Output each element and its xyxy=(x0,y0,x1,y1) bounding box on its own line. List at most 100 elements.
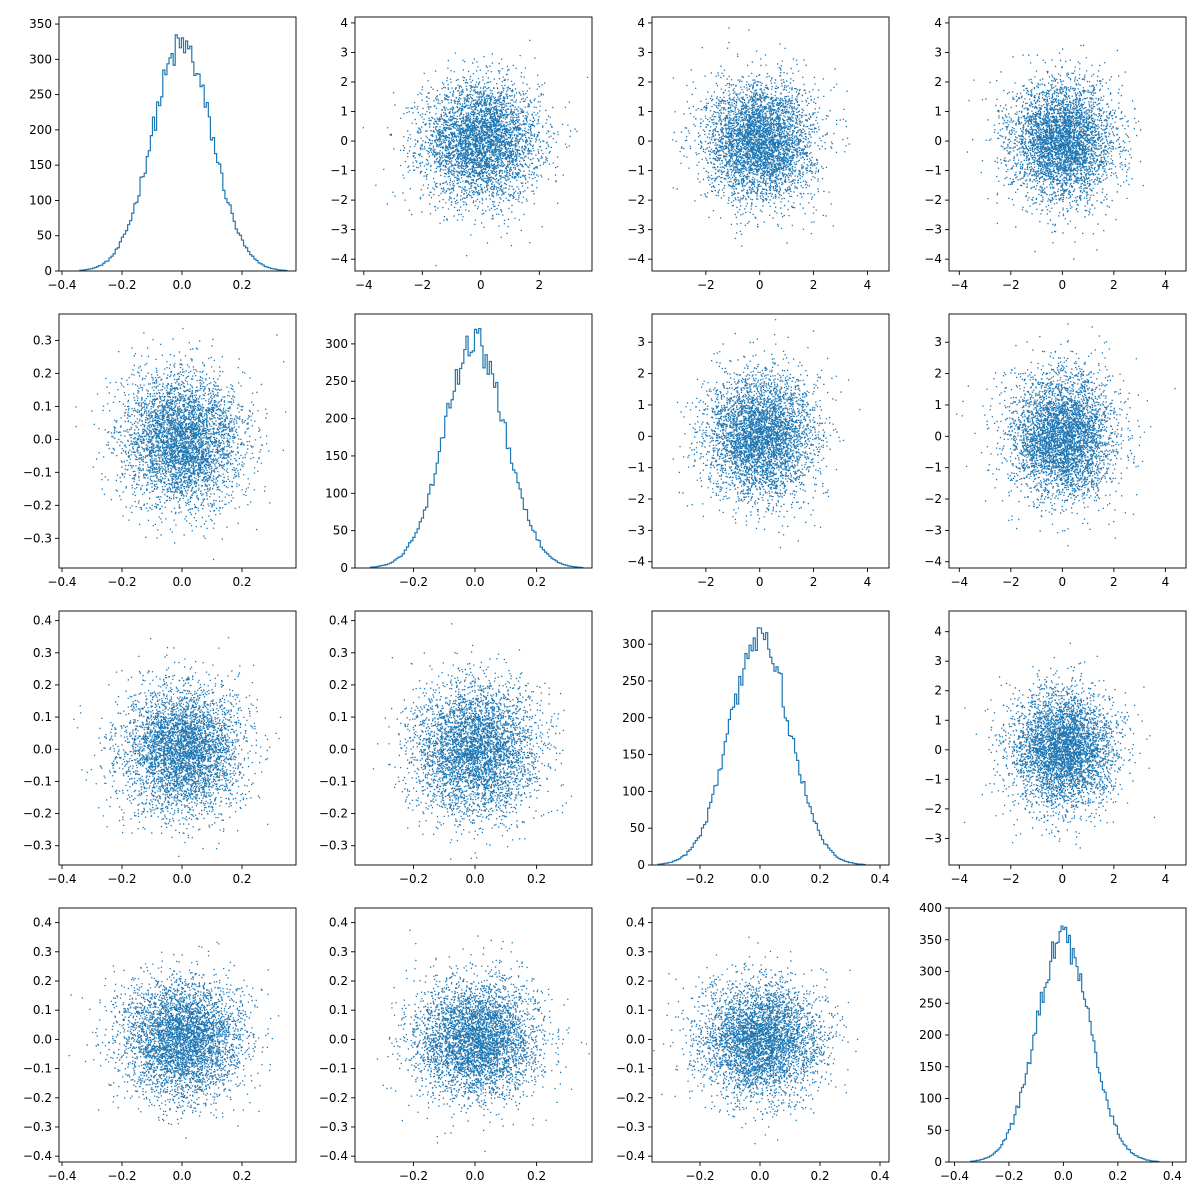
y-tick-label: 0 xyxy=(934,743,942,757)
y-tick-label: 0.0 xyxy=(329,1032,348,1046)
y-tick-label: 4 xyxy=(637,16,645,30)
y-tick-label: −0.3 xyxy=(616,1120,645,1134)
x-tick-label: 0 xyxy=(1059,278,1067,292)
scatter-points xyxy=(372,623,573,860)
plot-marks xyxy=(652,936,859,1145)
y-tick-label: 2 xyxy=(340,75,348,89)
y-tick-label: 0.4 xyxy=(33,614,52,628)
subplot-2-4: −4 −2 0 2 4 −4 −3 −2 −1 0 1 2 3 xyxy=(924,313,1187,589)
x-tick-label: 0 xyxy=(477,278,485,292)
y-tick-label: 4 xyxy=(934,16,942,30)
y-tick-label: −0.2 xyxy=(23,498,52,512)
y-tick-label: 0.2 xyxy=(33,974,52,988)
y-tick-label: 2 xyxy=(934,684,942,698)
histogram-steps xyxy=(369,327,584,568)
y-tick-label: 0.2 xyxy=(329,678,348,692)
y-tick-label: 0.0 xyxy=(33,432,52,446)
y-tick-label: 3 xyxy=(934,654,942,668)
y-tick-label: −4 xyxy=(627,555,645,569)
y-tick-label: 0.0 xyxy=(329,742,348,756)
x-tick-label: −4 xyxy=(355,278,373,292)
subplot-2-3: −2 0 2 4 −4 −3 −2 −1 0 1 2 3 xyxy=(627,313,890,589)
y-tick-label: 0 xyxy=(637,429,645,443)
histogram-steps xyxy=(79,34,288,271)
x-tick-label: 0.0 xyxy=(465,575,484,589)
scatter-points xyxy=(73,637,282,857)
x-tick-label: 2 xyxy=(810,278,818,292)
y-tick-label: 0.4 xyxy=(329,916,348,930)
axes-frame xyxy=(58,907,297,1163)
y-tick-label: −0.1 xyxy=(23,1062,52,1076)
y-tick-label: 200 xyxy=(622,711,645,725)
subplot-1-3: −2 0 2 4 −4 −3 −2 −1 0 1 2 3 4 xyxy=(627,16,890,292)
y-tick-label: −0.1 xyxy=(319,774,348,788)
plot-marks xyxy=(657,627,866,865)
plot-marks xyxy=(376,929,590,1152)
plot-marks xyxy=(956,323,1176,547)
y-tick-label: −3 xyxy=(627,523,645,537)
y-tick-label: 0 xyxy=(934,1155,942,1169)
y-tick-label: 0.2 xyxy=(329,974,348,988)
y-tick-label: 250 xyxy=(919,996,942,1010)
y-tick-label: 0 xyxy=(637,858,645,872)
x-tick-label: 0 xyxy=(756,278,764,292)
y-tick-label: 0.1 xyxy=(329,710,348,724)
axes-frame xyxy=(651,313,890,569)
x-tick-label: −0.4 xyxy=(47,1169,76,1183)
axes-frame xyxy=(354,610,593,866)
x-tick-label: −0.2 xyxy=(107,872,136,886)
y-tick-label: −2 xyxy=(627,193,645,207)
subplot-4-1: −0.4 −0.2 0.0 0.2 −0.4 −0.3 −0.2 −0.1 0.0 0.1 0.2 0… xyxy=(23,907,297,1183)
x-tick-label: 0.2 xyxy=(232,1169,251,1183)
axes-frame xyxy=(651,16,890,272)
y-tick-label: 0.4 xyxy=(626,916,645,930)
y-tick-label: 0 xyxy=(340,561,348,575)
plot-marks xyxy=(79,34,288,271)
subplot-3-3: −0.2 0.0 0.2 0.4 0 50 100 150 200 250 300 xyxy=(622,610,890,886)
axes-frame xyxy=(354,907,593,1163)
y-tick-label: 150 xyxy=(919,1060,942,1074)
x-tick-label: 0.4 xyxy=(1163,1169,1182,1183)
axes-frame xyxy=(948,16,1187,272)
x-tick-label: −0.2 xyxy=(107,575,136,589)
y-tick-label: 150 xyxy=(325,449,348,463)
plot-marks xyxy=(672,27,850,247)
y-tick-label: −0.2 xyxy=(319,807,348,821)
subplot-3-4: −4 −2 0 2 4 −3 −2 −1 0 1 2 3 4 xyxy=(924,610,1187,886)
y-tick-label: 150 xyxy=(622,748,645,762)
subplot-3-2: −0.2 0.0 0.2 −0.3 −0.2 −0.1 0.0 0.1 0.2 0.3 0.4 xyxy=(319,610,593,886)
plot-marks xyxy=(966,44,1144,260)
y-tick-label: −1 xyxy=(627,164,645,178)
x-tick-label: 0.2 xyxy=(232,872,251,886)
y-tick-label: 1 xyxy=(637,105,645,119)
y-tick-label: 3 xyxy=(340,45,348,59)
y-tick-label: 150 xyxy=(29,158,52,172)
x-tick-label: −0.2 xyxy=(994,1169,1023,1183)
y-tick-label: −3 xyxy=(924,523,942,537)
y-tick-label: 50 xyxy=(333,524,348,538)
x-tick-label: 0.0 xyxy=(172,278,191,292)
x-tick-label: −0.2 xyxy=(399,575,428,589)
y-tick-label: 0.1 xyxy=(33,710,52,724)
y-tick-label: −0.3 xyxy=(319,1120,348,1134)
plot-marks xyxy=(672,319,861,549)
y-tick-label: 0.2 xyxy=(33,366,52,380)
y-tick-label: 0 xyxy=(44,264,52,278)
axes-frame xyxy=(651,907,890,1163)
histogram-steps xyxy=(657,627,866,865)
x-tick-label: −4 xyxy=(950,278,968,292)
scatter-points xyxy=(672,319,861,549)
x-tick-label: −0.2 xyxy=(399,872,428,886)
y-tick-label: 300 xyxy=(29,52,52,66)
y-tick-label: 400 xyxy=(919,901,942,915)
y-tick-label: −0.1 xyxy=(23,774,52,788)
axes-frame xyxy=(58,16,297,272)
y-tick-label: 50 xyxy=(927,1123,942,1137)
plot-marks xyxy=(963,642,1156,849)
y-tick-label: 0.1 xyxy=(33,1003,52,1017)
y-tick-label: −1 xyxy=(924,461,942,475)
scatter-points xyxy=(652,936,859,1145)
y-tick-label: 100 xyxy=(919,1092,942,1106)
y-tick-label: 200 xyxy=(919,1028,942,1042)
scatter-points xyxy=(362,39,589,267)
